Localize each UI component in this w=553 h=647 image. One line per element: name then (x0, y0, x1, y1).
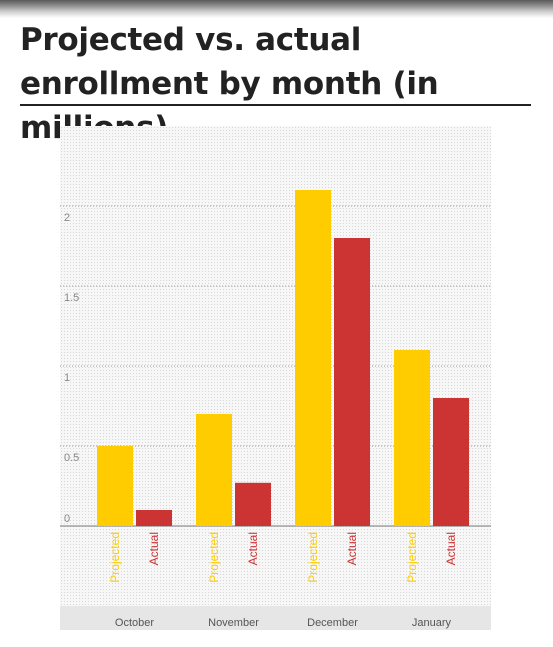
bar-projected-october (97, 446, 133, 526)
category-label: December (307, 617, 358, 629)
bar-projected-december (295, 190, 331, 526)
series-label-actual: Actual (345, 532, 359, 565)
title-divider (20, 104, 531, 106)
y-tick-label: 1 (64, 372, 70, 384)
top-shadow (0, 0, 553, 18)
category-label-strip (60, 606, 491, 630)
series-label-actual: Actual (246, 532, 260, 565)
series-label-projected: Projected (405, 532, 419, 583)
labels: 0 0.5 1 1.5 2 Projected Actual October Projected… (64, 212, 458, 629)
y-tick-label: 0 (64, 513, 70, 525)
bar-actual-november (235, 482, 271, 526)
series-label-projected: Projected (306, 532, 320, 583)
series-label-projected: Projected (108, 532, 122, 583)
y-tick-label: 0.5 (64, 452, 79, 464)
bar-actual-october (136, 510, 172, 526)
y-tick-label: 2 (64, 212, 70, 224)
category-label: January (412, 617, 452, 629)
category-label: November (208, 617, 259, 629)
bars (97, 190, 469, 526)
y-tick-label: 1.5 (64, 292, 79, 304)
bar-actual-december (334, 238, 370, 526)
bar-actual-january (433, 398, 469, 526)
bar-projected-january (394, 350, 430, 526)
category-label: October (115, 617, 154, 629)
series-label-actual: Actual (147, 532, 161, 565)
bar-projected-november (196, 414, 232, 526)
series-label-actual: Actual (444, 532, 458, 565)
series-label-projected: Projected (207, 532, 221, 583)
